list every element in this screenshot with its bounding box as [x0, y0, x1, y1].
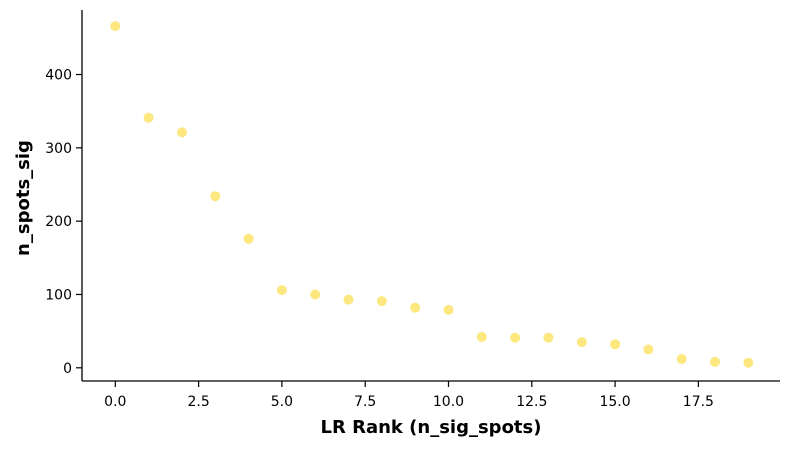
- data-point: [376, 296, 387, 307]
- data-point: [676, 354, 687, 364]
- y-tick-label: 300: [45, 141, 72, 157]
- x-tick-label: 0.0: [104, 394, 126, 410]
- data-point: [443, 304, 454, 315]
- x-tick-label: 10.0: [433, 394, 464, 410]
- data-point: [576, 337, 587, 348]
- y-tick-label: 200: [45, 214, 72, 230]
- x-tick-label: 17.5: [683, 394, 714, 410]
- data-point: [510, 332, 521, 343]
- data-point: [410, 302, 421, 313]
- data-point: [643, 344, 654, 355]
- x-tick-label: 5.0: [271, 394, 293, 410]
- data-point: [177, 127, 187, 138]
- y-tick-label: 100: [45, 287, 72, 303]
- x-tick-label: 15.0: [599, 394, 630, 410]
- data-point: [343, 294, 354, 305]
- data-point: [743, 357, 754, 368]
- x-tick-label: 7.5: [354, 394, 376, 410]
- data-point: [543, 332, 554, 343]
- data-point: [310, 289, 321, 300]
- data-point: [143, 112, 154, 123]
- data-point: [610, 339, 621, 350]
- data-point: [243, 233, 254, 244]
- data-points: [110, 21, 754, 368]
- x-tick-label: 12.5: [516, 394, 547, 410]
- y-axis-ticks: 0 100 200 300 400: [45, 68, 82, 377]
- x-axis-label: LR Rank (n_sig_spots): [321, 417, 542, 438]
- y-tick-label: 400: [45, 68, 72, 84]
- data-point: [110, 21, 121, 32]
- data-point: [476, 332, 487, 342]
- data-point: [710, 356, 720, 367]
- data-point: [276, 285, 287, 296]
- y-tick-label: 0: [63, 361, 72, 377]
- x-axis-ticks: 0.0 2.5 5.0 7.5 10.0 12.5 15.0 17.5: [104, 381, 714, 410]
- x-tick-label: 2.5: [187, 394, 209, 410]
- data-point: [210, 191, 221, 202]
- y-axis-label: n_spots_sig: [13, 140, 34, 256]
